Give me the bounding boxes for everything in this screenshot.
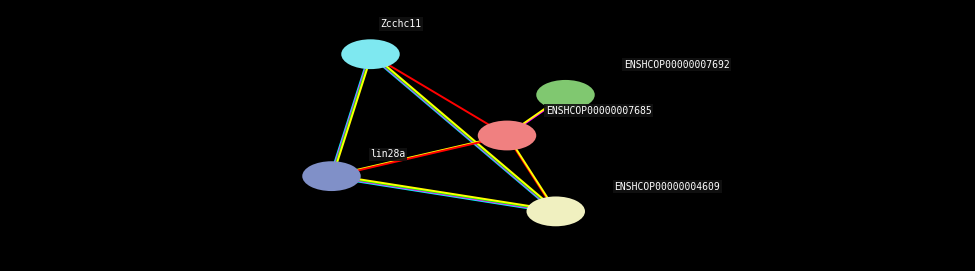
Text: ENSHCOP00000007692: ENSHCOP00000007692 [624,60,729,70]
Ellipse shape [341,39,400,69]
Ellipse shape [478,121,536,150]
Text: ENSHCOP00000004609: ENSHCOP00000004609 [614,182,720,192]
Ellipse shape [302,161,361,191]
Ellipse shape [526,196,585,226]
Text: ENSHCOP00000007685: ENSHCOP00000007685 [546,106,651,116]
Text: Zcchc11: Zcchc11 [380,19,421,29]
Ellipse shape [536,80,595,110]
Text: lin28a: lin28a [370,149,406,159]
